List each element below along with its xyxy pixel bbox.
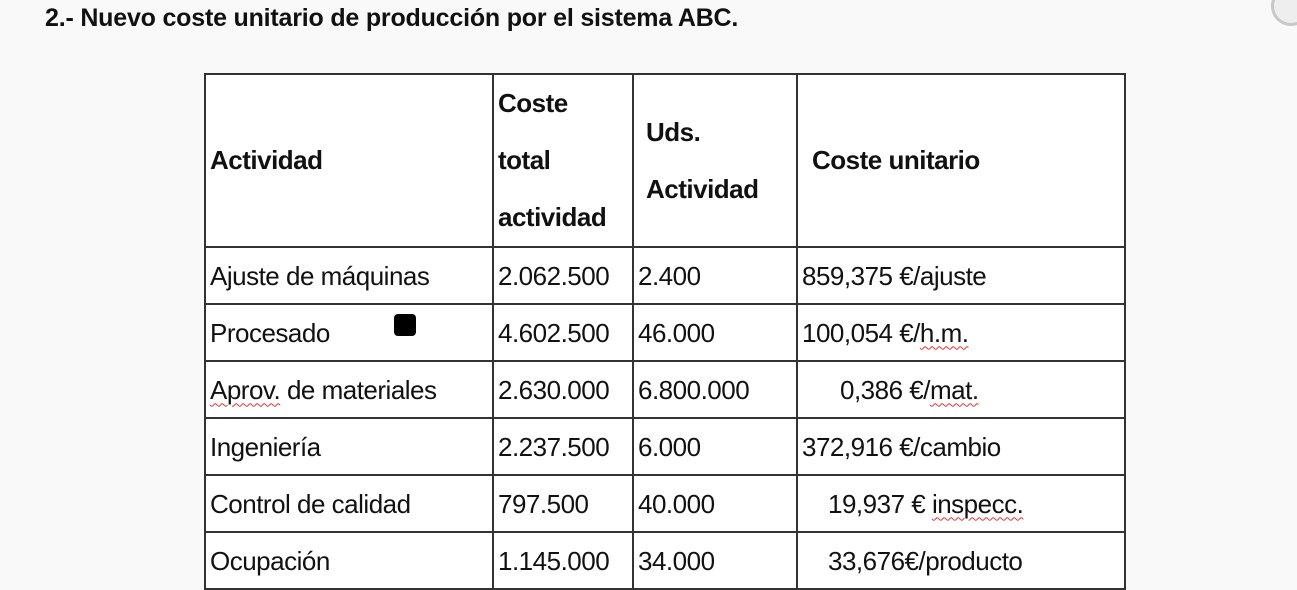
page-heading: 2.- Nuevo coste unitario de producción p… — [45, 4, 739, 32]
cell-actividad: Ajuste de máquinas — [204, 246, 494, 305]
cell-coste-unitario: 19,937 € inspecc. — [796, 474, 1126, 533]
table-row: Aprov. de materiales 2.630.000 6.800.000… — [204, 360, 1126, 419]
cell-actividad: Ingeniería — [204, 417, 494, 476]
cell-coste-total: 2.062.500 — [492, 246, 634, 305]
cell-coste-total: 2.237.500 — [492, 417, 634, 476]
table-header-row: Actividad Coste total actividad Uds. Act… — [204, 73, 1126, 248]
cell-coste-unitario: 33,676€/producto — [796, 531, 1126, 590]
table-row: Procesado 4.602.500 46.000 100,054 €/h.m… — [204, 303, 1126, 362]
header-uds-line-1: Uds. — [646, 116, 701, 147]
pointer-bullet-icon — [394, 314, 416, 336]
cell-coste-unitario: 100,054 €/h.m. — [796, 303, 1126, 362]
cell-uds: 34.000 — [632, 531, 798, 590]
cell-actividad: Ocupación — [204, 531, 494, 590]
corner-circle-icon — [1271, 0, 1297, 26]
cell-actividad: Aprov. de materiales — [204, 360, 494, 419]
cell-coste-unitario: 0,386 €/mat. — [796, 360, 1126, 419]
cell-uds: 6.000 — [632, 417, 798, 476]
cell-actividad: Control de calidad — [204, 474, 494, 533]
table-row: Ocupación 1.145.000 34.000 33,676€/produ… — [204, 531, 1126, 590]
coste-unitario-unit: inspecc. — [931, 488, 1024, 519]
actividad-abbrev: Aprov. — [210, 374, 281, 405]
cell-actividad: Procesado — [204, 303, 494, 362]
table-row: Ajuste de máquinas 2.062.500 2.400 859,3… — [204, 246, 1126, 305]
cell-coste-unitario: 859,375 €/ajuste — [796, 246, 1126, 305]
header-coste-total-line-1: Coste — [498, 88, 568, 118]
cell-coste-total: 1.145.000 — [492, 531, 634, 590]
cell-uds: 40.000 — [632, 474, 798, 533]
header-coste-total-actividad: Coste total actividad — [492, 73, 634, 248]
cell-coste-total: 797.500 — [492, 474, 634, 533]
cell-uds: 6.800.000 — [632, 360, 798, 419]
table-row: Ingeniería 2.237.500 6.000 372,916 €/cam… — [204, 417, 1126, 476]
header-actividad: Actividad — [204, 73, 494, 248]
abc-cost-table: Actividad Coste total actividad Uds. Act… — [204, 73, 1126, 590]
coste-unitario-unit: h.m. — [919, 317, 969, 348]
header-uds-line-2: Actividad — [646, 173, 759, 204]
actividad-rest: de materiales — [280, 374, 437, 405]
header-coste-total-line-2: total — [498, 145, 551, 175]
cell-coste-unitario: 372,916 €/cambio — [796, 417, 1126, 476]
cell-uds: 2.400 — [632, 246, 798, 305]
cell-coste-total: 2.630.000 — [492, 360, 634, 419]
header-coste-unitario: Coste unitario — [796, 73, 1126, 248]
table-row: Control de calidad 797.500 40.000 19,937… — [204, 474, 1126, 533]
cell-coste-total: 4.602.500 — [492, 303, 634, 362]
coste-unitario-value: 0,386 €/ — [840, 374, 930, 405]
cell-uds: 46.000 — [632, 303, 798, 362]
coste-unitario-value: 100,054 €/ — [802, 317, 920, 348]
coste-unitario-unit: mat. — [929, 374, 979, 405]
header-uds-actividad: Uds. Actividad — [632, 73, 798, 248]
coste-unitario-value: 19,937 € — [828, 488, 932, 519]
header-coste-total-line-3: actividad — [498, 202, 607, 232]
